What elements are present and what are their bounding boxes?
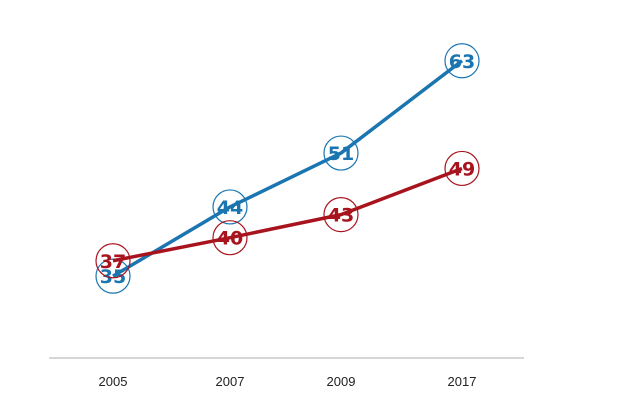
x-tick-label: 2009	[327, 374, 356, 389]
series-1-data-label: 51	[328, 143, 354, 165]
x-tick-labels: 2005 2007 2009 2017	[99, 374, 477, 389]
series-2-line	[112, 166, 463, 263]
series-2-point-marker	[323, 197, 359, 233]
x-tick-label: 2007	[216, 374, 245, 389]
x-tick-label: 2017	[448, 374, 477, 389]
series-2-point-marker	[444, 150, 480, 187]
series-1-line	[112, 59, 464, 278]
series-2-data-label: 43	[328, 205, 354, 227]
series-1: 35 44 51 63	[95, 43, 480, 294]
series-1-point-marker	[323, 135, 359, 171]
series-2-data-label: 49	[449, 158, 475, 180]
series-1-data-label: 44	[217, 197, 243, 219]
series-2-data-label: 40	[217, 228, 243, 250]
series-1-point-marker	[212, 189, 248, 225]
series-2: 37 40 43 49	[95, 150, 480, 279]
series-2-point-marker	[212, 220, 248, 256]
series-layer: 35 44 51 63 37 40 43 49	[95, 43, 480, 294]
series-2-data-label: 37	[100, 251, 126, 273]
series-1-data-label: 63	[449, 51, 475, 73]
x-tick-label: 2005	[99, 374, 128, 389]
series-1-point-marker	[444, 43, 480, 79]
series-1-data-label: 35	[100, 266, 126, 288]
series-2-point-marker	[95, 243, 131, 279]
